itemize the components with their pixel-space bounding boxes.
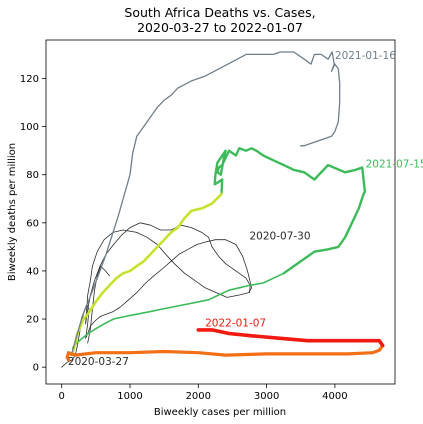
series-segment-9 (196, 328, 385, 348)
series-segment-5 (213, 147, 367, 275)
series-segment-2 (85, 222, 251, 325)
annotation-3: 2020-07-30 (250, 231, 311, 243)
x-tick-label: 3000 (254, 391, 279, 402)
plot-area (45, 39, 396, 385)
y-tick-label: 120 (20, 74, 39, 85)
y-tick-label: 20 (26, 315, 39, 326)
annotation-5: 2020-03-27 (68, 356, 129, 368)
x-tick-label: 4000 (322, 391, 347, 402)
x-axis-ticks: 0 1000 2000 3000 4000 (59, 384, 348, 402)
series-segment-4 (71, 272, 285, 349)
x-tick-label: 2000 (186, 391, 211, 402)
y-axis-label: Biweekly deaths per million (7, 143, 18, 281)
x-tick-label: 0 (59, 391, 65, 402)
plot-lines (61, 51, 385, 368)
series-segment-7 (70, 51, 341, 356)
y-tick-label: 0 (33, 363, 39, 374)
y-tick-label: 40 (26, 266, 39, 277)
chart-title-line-2: 2020-03-27 to 2022-01-07 (137, 20, 303, 35)
annotation-2: 2021-07-15 (366, 159, 423, 171)
series-segment-8 (65, 343, 385, 362)
annotations: 2021-01-16 2021-07-15 2020-07-30 2022-01-07… (68, 50, 423, 368)
annotation-4: 2022-01-07 (205, 317, 266, 329)
y-tick-label: 100 (20, 122, 39, 133)
annotation-1: 2021-01-16 (335, 50, 396, 62)
y-tick-label: 60 (26, 218, 39, 229)
x-axis-label: Biweekly cases per million (154, 407, 286, 418)
x-tick-label: 1000 (117, 391, 142, 402)
y-tick-label: 80 (26, 170, 39, 181)
y-axis-ticks: 0 20 40 60 80 100 120 (20, 74, 46, 374)
chart-title-line-1: South Africa Deaths vs. Cases, (124, 5, 315, 20)
